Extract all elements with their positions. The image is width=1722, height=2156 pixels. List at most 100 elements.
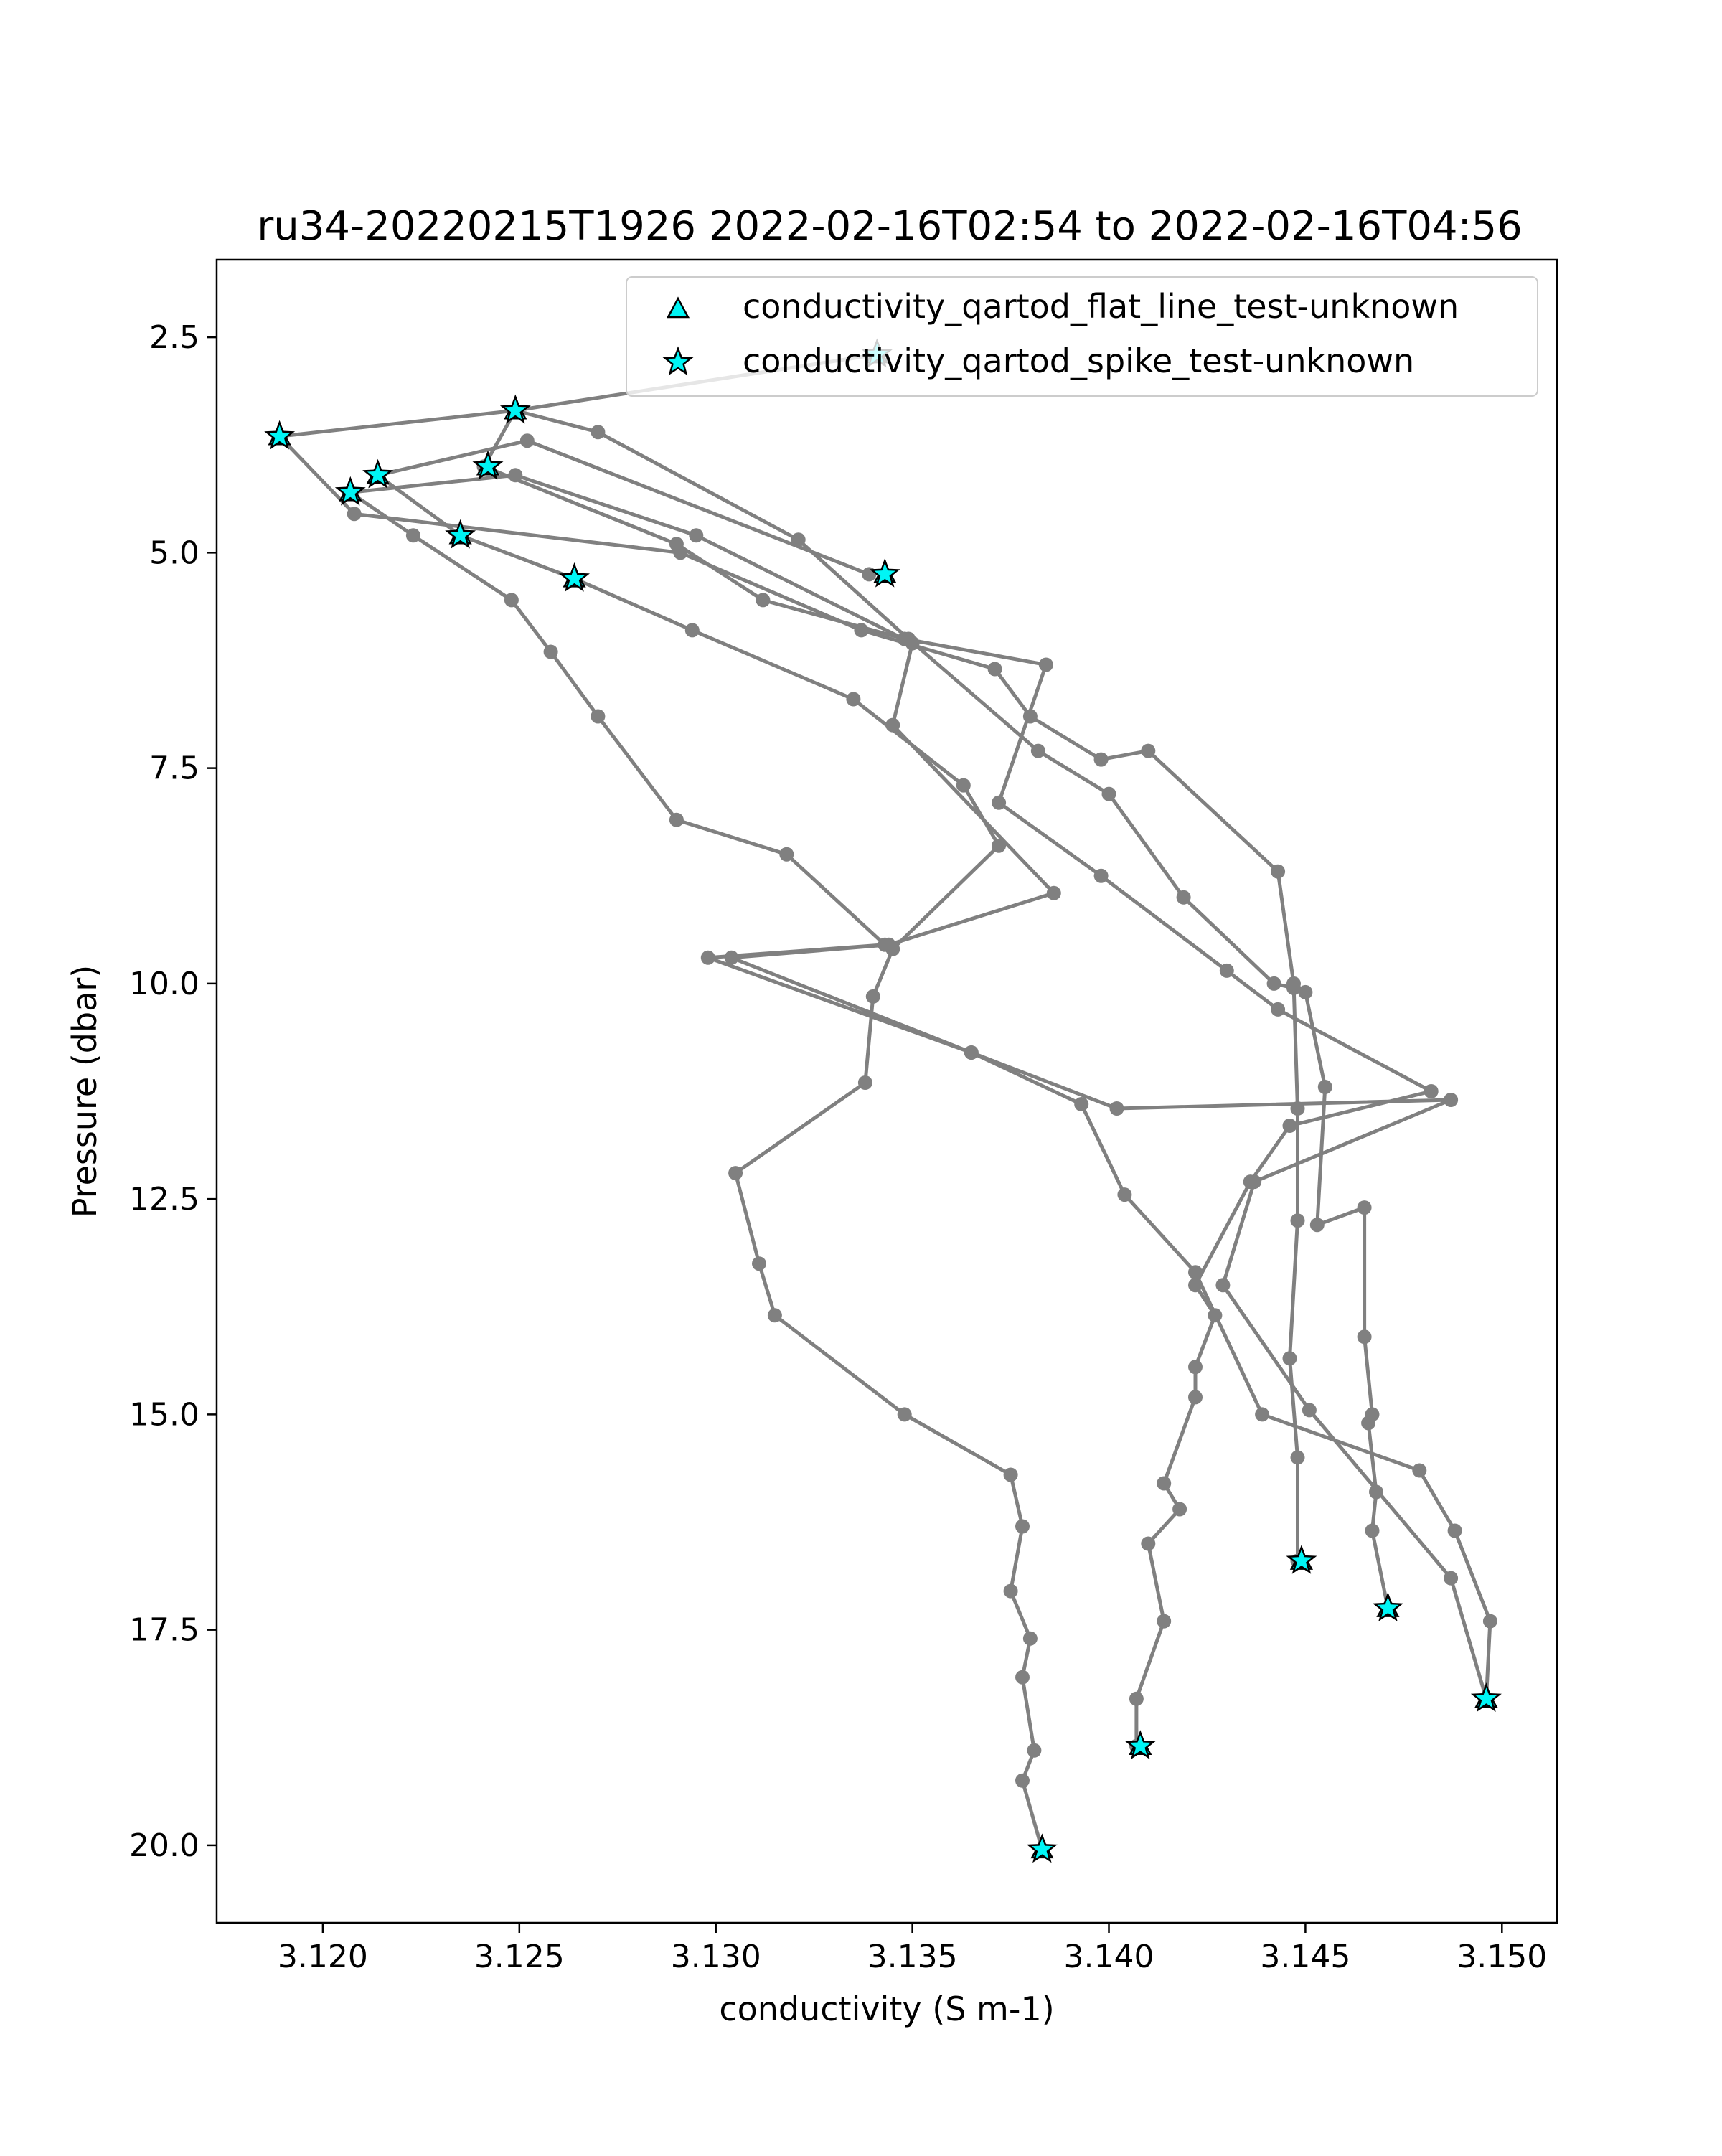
data-point-2-4 (1141, 1536, 1156, 1551)
data-point-3-22 (1176, 890, 1191, 905)
data-point-4-25 (724, 950, 739, 965)
data-point-2-15 (1219, 963, 1234, 978)
data-point-1-11 (752, 1256, 766, 1271)
x-tick-label-5: 3.140 (1064, 1939, 1154, 1975)
data-point-3-2 (1290, 1450, 1305, 1465)
data-point-1-12 (728, 1166, 743, 1181)
data-point-3-13 (673, 545, 688, 560)
data-point-3-18 (791, 532, 806, 547)
data-point-4-31 (1302, 1403, 1317, 1418)
spike-flag-marker-9 (869, 557, 900, 588)
data-point-2-14 (1271, 1002, 1286, 1017)
data-point-3-3 (1282, 1351, 1297, 1366)
y-axis-ticks: 2.5 5.0 7.5 10.0 12.5 15.0 17.5 20.0 (129, 319, 217, 1864)
data-point-4-16 (504, 593, 519, 608)
data-point-3-8 (1141, 743, 1156, 758)
data-point-2-8 (1188, 1360, 1203, 1375)
data-point-4-19 (508, 468, 523, 483)
data-point-2-7 (1188, 1390, 1203, 1405)
profile-line-3 (278, 408, 1390, 1611)
data-point-2-3 (1157, 1614, 1172, 1629)
data-point-4-32 (1444, 1571, 1459, 1586)
data-point-4-3 (1447, 1523, 1462, 1538)
data-point-3-25 (1298, 984, 1313, 999)
spike-flag-marker-7 (445, 519, 476, 549)
data-point-4-13 (669, 812, 684, 827)
data-point-2-5 (1172, 1502, 1187, 1517)
data-point-3-9 (1093, 752, 1109, 767)
spike-flag-marker-14 (1026, 1833, 1058, 1863)
spike-flag-marker-13 (1124, 1730, 1156, 1760)
y-tick-label-4: 10.0 (129, 966, 199, 1002)
spike-flag-marker-11 (1373, 1592, 1403, 1621)
data-point-4-29 (1247, 1174, 1262, 1190)
data-point-1-18 (846, 692, 861, 707)
x-tick-label-4: 3.135 (867, 1939, 958, 1975)
y-tick-label-2: 5.0 (149, 535, 199, 571)
chart-title: ru34-20220215T1926 2022-02-16T02:54 to 2… (257, 203, 1522, 250)
legend: conductivity_qartod_flat_line_test-unkno… (626, 276, 1538, 397)
spike-flag-marker-10 (1286, 1545, 1317, 1574)
data-point-3-4 (1290, 1213, 1305, 1228)
data-point-3-27 (1309, 1218, 1325, 1233)
y-axis-label: Pressure (dbar) (65, 965, 104, 1218)
data-point-1-8 (1003, 1467, 1018, 1482)
data-point-3-33 (1365, 1523, 1380, 1538)
data-point-1-6 (1003, 1583, 1018, 1599)
data-point-1-2 (1015, 1773, 1030, 1788)
data-point-1-13 (857, 1075, 872, 1090)
data-point-3-17 (591, 425, 606, 440)
data-point-4-22 (885, 717, 900, 733)
x-axis-label: conductivity (S m-1) (719, 1990, 1054, 2028)
data-point-4-5 (1255, 1407, 1270, 1422)
data-point-2-18 (1038, 657, 1053, 672)
data-point-1-9 (897, 1407, 912, 1422)
y-tick-label-5: 12.5 (129, 1181, 199, 1218)
data-point-3-31 (1361, 1416, 1376, 1431)
data-point-4-30 (1215, 1278, 1231, 1293)
data-point-2-20 (756, 593, 771, 608)
data-point-1-10 (767, 1308, 782, 1323)
data-point-3-12 (854, 623, 869, 638)
y-tick-label-8: 20.0 (129, 1827, 199, 1864)
data-point-4-4 (1412, 1463, 1427, 1478)
data-point-4-8 (1074, 1097, 1089, 1111)
data-point-3-26 (1317, 1080, 1332, 1094)
data-point-3-29 (1357, 1329, 1372, 1345)
axes-frame (215, 258, 1558, 1924)
data-point-2-12 (1282, 1119, 1297, 1133)
data-point-4-20 (689, 528, 704, 543)
data-point-3-11 (987, 662, 1002, 677)
spike-flag-marker-8 (559, 562, 590, 592)
data-point-2-6 (1157, 1476, 1172, 1491)
spike-flag-marker-5 (362, 458, 394, 489)
legend-star-marker (662, 346, 694, 376)
data-point-4-28 (1444, 1093, 1459, 1107)
data-point-4-2 (1482, 1614, 1497, 1629)
x-tick-label-7: 3.150 (1457, 1939, 1547, 1975)
spike-flag-marker-12 (1470, 1682, 1502, 1712)
y-tick-label-1: 2.5 (149, 319, 199, 356)
data-point-1-14 (865, 989, 880, 1004)
data-point-3-24 (1286, 980, 1301, 995)
spike-flag-marker-2 (499, 394, 531, 424)
plot-area (264, 338, 1502, 1863)
data-point-1-16 (992, 838, 1007, 853)
data-point-4-14 (591, 709, 606, 724)
data-point-1-4 (1015, 1670, 1030, 1685)
data-point-1-7 (1015, 1519, 1030, 1534)
x-tick-label-6: 3.145 (1260, 1939, 1350, 1975)
data-point-4-12 (779, 847, 794, 862)
data-point-4-21 (905, 636, 920, 651)
data-point-2-13 (1424, 1084, 1439, 1098)
spike-flag-marker-6 (334, 476, 366, 506)
data-point-2-16 (1093, 868, 1109, 883)
data-point-1-19 (684, 623, 700, 638)
data-point-3-21 (1101, 786, 1116, 801)
legend-box (626, 276, 1538, 397)
data-point-3-7 (1271, 864, 1286, 879)
data-point-4-23 (1046, 885, 1061, 900)
legend-triangle-marker (666, 296, 690, 319)
